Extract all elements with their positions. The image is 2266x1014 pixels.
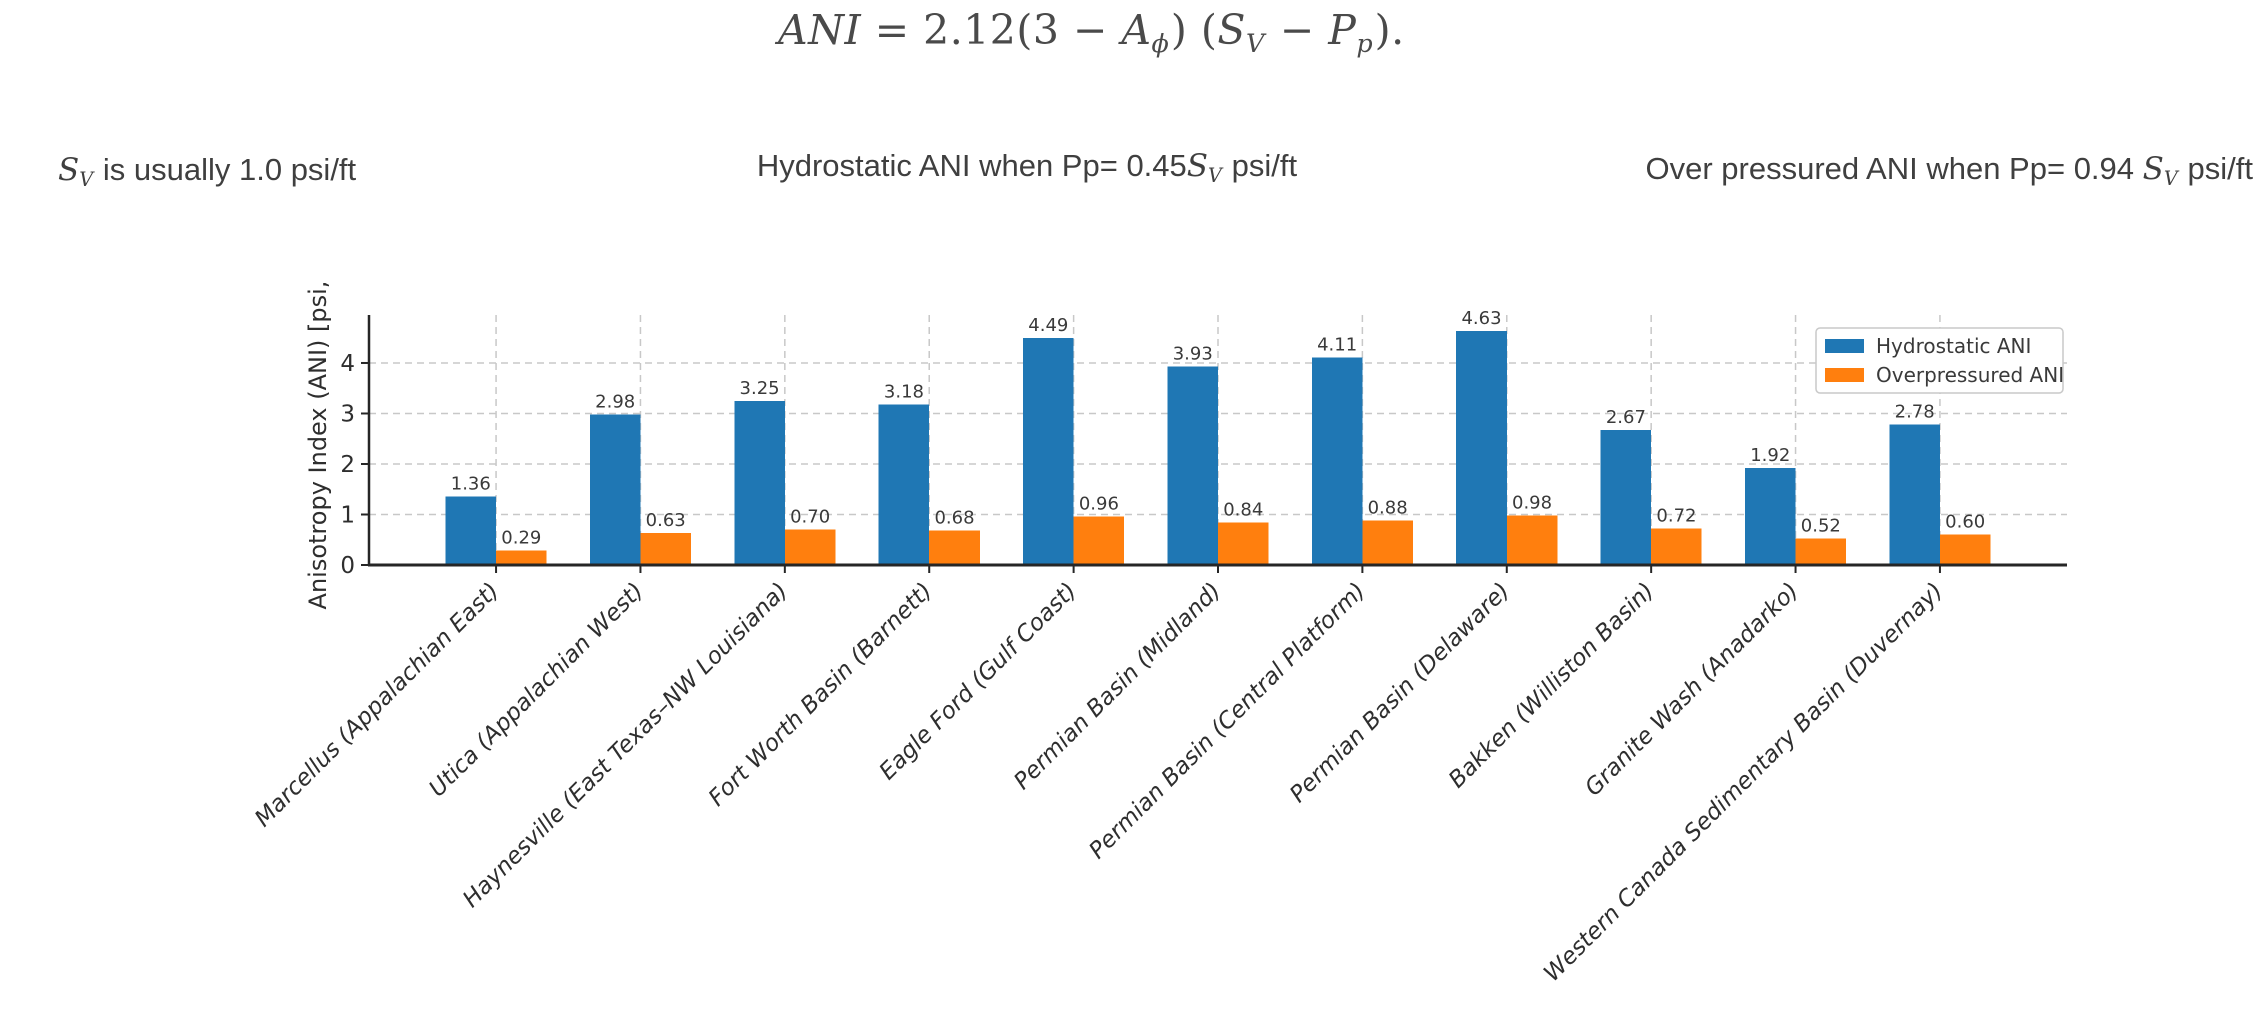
bar-value-label: 0.70 xyxy=(790,507,830,528)
subtitle-sv-note: SV is usually 1.0 psi/ft xyxy=(58,152,356,191)
x-tick-label: Marcellus (Appalachian East) xyxy=(250,578,504,832)
bar-overpressured-4 xyxy=(1073,516,1125,565)
text-segment: P xyxy=(1328,6,1357,54)
text-segment: S xyxy=(58,152,80,188)
bar-hydrostatic-10 xyxy=(1889,424,1940,565)
legend-swatch-hydrostatic xyxy=(1825,339,1864,353)
text-segment: V xyxy=(79,168,94,192)
legend-box xyxy=(1815,327,2064,394)
text-segment: ϕ xyxy=(1151,28,1170,59)
bar-hydrostatic-6 xyxy=(1311,357,1363,565)
text-segment: is usually 1.0 psi/ft xyxy=(94,152,357,187)
bar-value-label: 4.49 xyxy=(1028,315,1068,336)
bar-overpressured-6 xyxy=(1362,520,1413,565)
text-segment: A xyxy=(1121,6,1152,54)
bar-value-label: 0.88 xyxy=(1368,498,1408,519)
bar-overpressured-2 xyxy=(784,529,836,565)
text-segment: V xyxy=(1208,164,1222,188)
y-tick-label: 3 xyxy=(340,401,355,427)
text-segment: S xyxy=(1186,148,1209,184)
x-tick-label: Haynesville (East Texas–NW Louisiana) xyxy=(458,578,793,913)
bar-value-label: 3.18 xyxy=(884,381,924,402)
bar-overpressured-9 xyxy=(1795,538,1847,565)
subtitle-overpressured-note: Over pressured ANI when Pp= 0.94 SV psi/… xyxy=(1646,151,2254,190)
bar-value-label: 3.25 xyxy=(740,378,780,399)
bar-value-label: 0.98 xyxy=(1512,493,1552,514)
bar-overpressured-5 xyxy=(1218,522,1269,565)
bar-value-label: 2.78 xyxy=(1895,402,1935,423)
text-segment: V xyxy=(1245,28,1265,59)
bar-overpressured-3 xyxy=(929,530,980,565)
bar-hydrostatic-2 xyxy=(734,400,785,565)
text-segment: − xyxy=(1266,6,1329,54)
bar-value-label: 0.60 xyxy=(1945,512,1985,533)
text-segment: Over pressured ANI when Pp= 0.94 xyxy=(1645,151,2143,186)
y-axis-label: Anisotropy Index (ANI) [psi, xyxy=(304,281,332,610)
y-tick-label: 2 xyxy=(340,452,355,478)
legend-swatch-overpressured xyxy=(1825,368,1864,382)
bar-hydrostatic-3 xyxy=(878,404,930,565)
y-tick-label: 0 xyxy=(340,553,355,579)
text-segment: S xyxy=(2142,151,2164,187)
text-segment: Hydrostatic ANI when Pp= 0.45 xyxy=(756,148,1187,183)
bar-value-label: 0.68 xyxy=(934,508,974,529)
bar-hydrostatic-7 xyxy=(1456,331,1507,565)
bar-overpressured-10 xyxy=(1939,534,1991,565)
bar-value-label: 4.63 xyxy=(1461,308,1501,329)
bar-overpressured-7 xyxy=(1506,515,1558,565)
subtitle-hydrostatic-note: Hydrostatic ANI when Pp= 0.45SV psi/ft xyxy=(757,148,1297,187)
legend-label: Hydrostatic ANI xyxy=(1876,334,2031,358)
text-segment: S xyxy=(1217,6,1246,54)
bar-value-label: 0.52 xyxy=(1801,516,1841,537)
bar-value-label: 2.98 xyxy=(595,391,635,412)
y-tick-label: 4 xyxy=(340,351,355,377)
bar-overpressured-1 xyxy=(640,533,691,565)
text-segment: ). xyxy=(1374,6,1405,54)
text-segment: ) ( xyxy=(1170,6,1218,54)
y-tick-label: 1 xyxy=(340,502,355,528)
bar-value-label: 1.36 xyxy=(451,473,491,494)
bar-hydrostatic-9 xyxy=(1745,468,1796,565)
bar-value-label: 1.92 xyxy=(1750,445,1790,466)
text-segment: ANI xyxy=(778,6,862,54)
bar-overpressured-8 xyxy=(1651,528,1702,565)
text-segment: psi/ft xyxy=(2178,151,2253,186)
legend-label: Overpressured ANI xyxy=(1876,363,2064,387)
bar-hydrostatic-5 xyxy=(1167,366,1218,565)
ani-formula: ANI = 2.12(3 − Aϕ) (SV − Pp). xyxy=(778,6,1405,58)
bar-overpressured-0 xyxy=(496,550,547,565)
bar-value-label: 0.72 xyxy=(1656,506,1696,527)
bar-value-label: 0.63 xyxy=(646,510,686,531)
text-segment: = 2.12(3 − xyxy=(861,6,1122,54)
bar-value-label: 4.11 xyxy=(1317,334,1357,355)
bar-hydrostatic-0 xyxy=(445,496,497,565)
text-segment: V xyxy=(2163,167,2178,191)
bar-value-label: 0.29 xyxy=(501,527,541,548)
bar-value-label: 3.93 xyxy=(1173,344,1213,365)
bar-hydrostatic-4 xyxy=(1023,338,1074,565)
bar-value-label: 0.96 xyxy=(1079,494,1119,515)
text-segment: p xyxy=(1356,28,1374,59)
bar-hydrostatic-1 xyxy=(589,414,641,565)
bar-hydrostatic-8 xyxy=(1600,430,1652,565)
bar-value-label: 0.84 xyxy=(1223,500,1263,521)
bar-value-label: 2.67 xyxy=(1606,407,1646,428)
text-segment: psi/ft xyxy=(1223,148,1298,183)
x-tick-label: Permian Basin (Central Platform) xyxy=(1084,578,1370,864)
